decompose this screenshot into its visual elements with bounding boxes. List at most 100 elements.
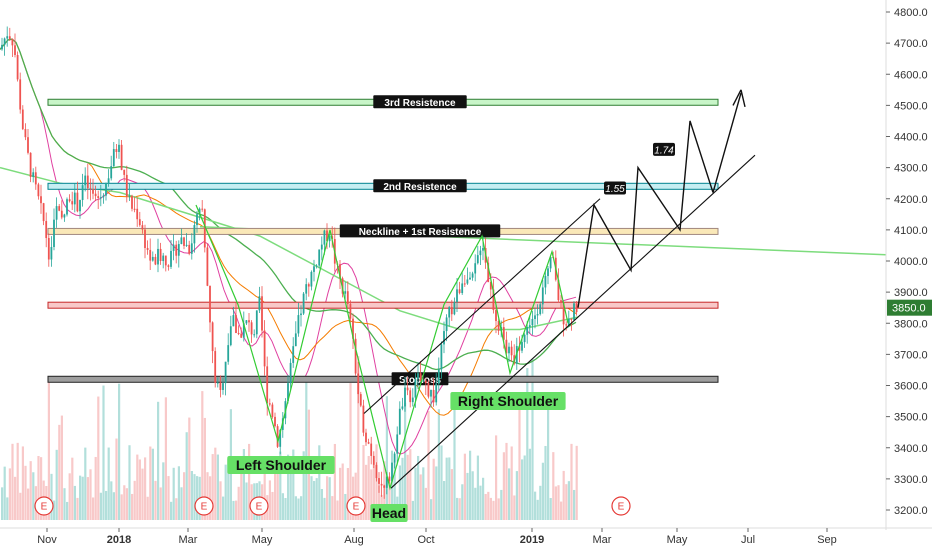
earnings-marker-icon[interactable]	[194, 496, 214, 516]
time-axis[interactable]: Nov 2018 Mar May Aug Oct 2019 Mar May Jul Sep	[0, 527, 932, 546]
volume-bar	[159, 487, 162, 520]
volume-bar	[190, 471, 193, 520]
horizontal-levels[interactable]: 3rd Resistence 2nd Resistence Neckline + 1…	[47, 95, 719, 386]
candle-body	[183, 237, 185, 246]
candle-body	[567, 318, 570, 326]
level-band-3[interactable]	[47, 301, 719, 309]
volume-bar	[27, 488, 30, 520]
volume-bar	[141, 468, 144, 520]
volume-bar	[437, 409, 440, 520]
volume-bar	[107, 447, 110, 520]
head-and-shoulders-pattern[interactable]	[195, 204, 569, 491]
earnings-marker-label: E	[353, 502, 360, 513]
volume-bar	[391, 476, 394, 520]
candle-body	[55, 206, 58, 220]
channel-lower-line[interactable]	[390, 154, 756, 489]
candle-body	[352, 318, 354, 339]
candle-body	[396, 434, 399, 454]
trend-channel[interactable]	[363, 154, 756, 489]
volume-bar	[284, 498, 287, 520]
candle-body	[414, 379, 417, 398]
candle-body	[167, 265, 170, 267]
volume-bar	[162, 462, 165, 520]
price-axis[interactable]: 4800.0 4700.0 4600.0 4500.0 4400.0 4300.0 4200…	[885, 0, 932, 530]
volume-bar	[248, 443, 251, 520]
candle-body	[107, 178, 110, 183]
volume-bar	[3, 466, 6, 520]
channel-upper-line[interactable]	[363, 198, 601, 414]
pattern-line[interactable]	[195, 204, 569, 491]
projection-path[interactable]	[577, 120, 714, 308]
candle-body	[154, 256, 157, 265]
volume-bar	[401, 457, 404, 520]
candle-body	[531, 319, 534, 326]
volume-bar	[180, 487, 183, 520]
volume-bar	[409, 449, 412, 520]
candle-body	[372, 455, 375, 465]
candle-body	[508, 346, 510, 354]
candle-body	[315, 265, 318, 267]
candle-body	[128, 195, 131, 197]
candle-body	[40, 196, 42, 204]
volume-bar	[154, 480, 157, 520]
current-price-tag[interactable]	[887, 299, 932, 316]
candle-body	[263, 330, 266, 367]
time-tick-label: Aug	[344, 534, 364, 546]
candle-body	[479, 250, 482, 256]
volume-bar	[110, 481, 113, 520]
volume-bar	[430, 499, 433, 520]
volume-bar	[495, 435, 498, 520]
candle-body	[242, 323, 245, 338]
volume-bar	[66, 501, 69, 520]
candle-body	[268, 403, 271, 405]
candle-body	[34, 172, 37, 185]
candle-body	[16, 54, 19, 80]
projection-arrow-head	[732, 89, 746, 108]
candle-body	[11, 38, 14, 46]
candle-body	[456, 289, 458, 303]
candle-body	[458, 289, 461, 294]
candle-body	[115, 149, 118, 152]
earnings-marker-icon[interactable]	[346, 496, 366, 516]
earnings-marker-icon[interactable]	[249, 496, 269, 516]
candle-body	[422, 380, 425, 382]
volume-bar	[531, 358, 534, 520]
volume-bar	[471, 471, 474, 520]
volume-bar	[456, 497, 459, 520]
candle-body	[302, 293, 305, 314]
projection-zigzag[interactable]: 1.55 1.74	[577, 89, 746, 308]
volume-bar	[463, 453, 466, 520]
candle-body	[235, 315, 237, 333]
volume-bar	[313, 480, 316, 520]
volume-bar	[570, 443, 573, 520]
level-label-bg	[339, 224, 501, 238]
projection-label-bg	[653, 142, 675, 156]
candle-body	[450, 307, 453, 315]
volume-bar	[333, 443, 336, 520]
candle-body	[406, 387, 409, 391]
earnings-marker-icon[interactable]	[611, 496, 631, 516]
ma-slow-line	[0, 38, 577, 371]
price-tick-label: 3900.0	[894, 287, 928, 299]
candle-body	[37, 184, 40, 197]
candle-body	[344, 291, 347, 294]
candle-body	[201, 208, 204, 210]
earnings-marker-icon[interactable]	[34, 496, 54, 516]
annotation-label: Head	[372, 505, 406, 521]
volume-bar	[8, 468, 11, 520]
volume-bar	[89, 469, 92, 520]
annotation-bg	[370, 504, 408, 522]
time-tick-label: Oct	[417, 534, 434, 546]
volume-bar	[196, 476, 199, 520]
projection-arrow-shaft[interactable]	[712, 92, 742, 193]
level-band-4[interactable]	[47, 375, 719, 383]
price-tick-label: 4800.0	[894, 7, 928, 19]
volume-bar	[32, 472, 35, 520]
volume-bar	[94, 456, 97, 520]
price-tick-label: 4100.0	[894, 225, 928, 237]
annotation-label: Left Shoulder	[236, 457, 327, 473]
candle-body	[136, 208, 139, 220]
